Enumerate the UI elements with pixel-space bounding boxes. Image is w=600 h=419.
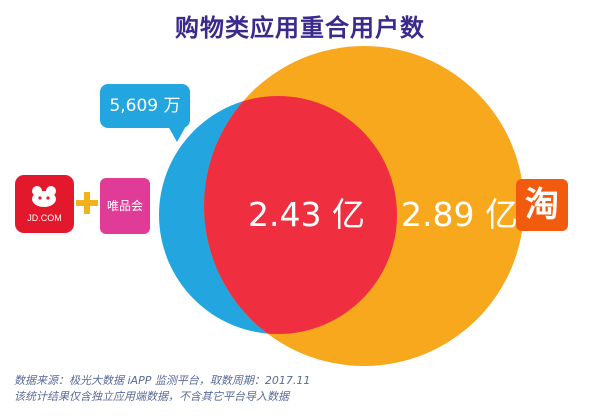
intersection-region [204,96,397,334]
vph-logo-text: 唯品会 [106,199,143,213]
left-only-value: 5,609 万 [109,96,181,116]
plus-icon [76,192,98,214]
taobao-logo-text: 淘 [525,185,559,225]
intersection-value: 2.43 亿 [248,195,365,234]
taobao-logo: 淘 [516,179,568,231]
jd-logo: JD.COM [15,175,74,233]
right-only-value: 2.89 亿 [401,195,518,234]
jd-dog-icon [32,186,56,207]
chart-title: 购物类应用重合用户数 [175,14,425,42]
source-line-1: 数据来源：极光大数据 iAPP 监测平台，取数周期：2017.11 [14,374,311,387]
source-line-2: 该统计结果仅含独立应用端数据，不含其它平台导入数据 [14,390,289,403]
vph-logo: 唯品会 [100,178,150,234]
jd-logo-text: JD.COM [27,213,62,223]
left-only-callout: 5,609 万 [100,84,190,142]
